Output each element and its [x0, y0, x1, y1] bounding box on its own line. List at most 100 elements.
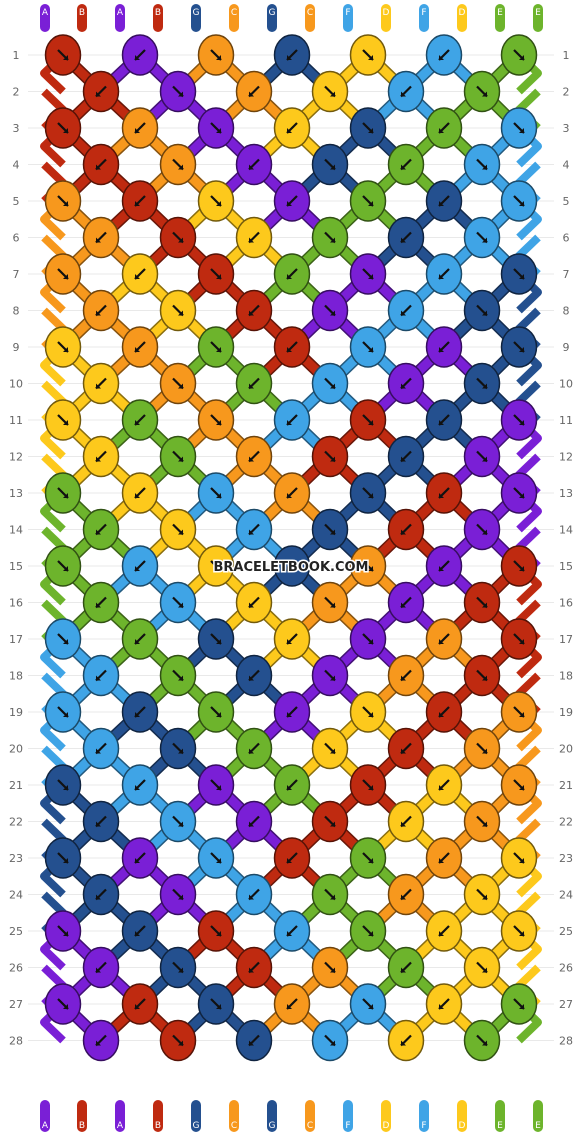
knot: [197, 618, 235, 660]
knot-arrowhead: [287, 274, 292, 279]
knot: [235, 1019, 273, 1062]
knot-arrowhead: [63, 1004, 68, 1009]
knot-arrowhead: [178, 237, 183, 243]
knot: [44, 180, 82, 222]
knot: [500, 34, 538, 76]
knot-arrowhead: [96, 383, 101, 389]
strand-label-top: A: [117, 8, 124, 18]
knot-arrowhead: [519, 420, 524, 425]
knot-arrowhead: [178, 967, 183, 973]
row-number-left: 6: [13, 232, 20, 245]
knot-arrowhead: [96, 967, 101, 973]
knot-arrowhead: [439, 712, 444, 717]
knot: [387, 289, 425, 332]
knot: [159, 800, 197, 843]
knot: [235, 143, 273, 186]
knot: [159, 216, 197, 259]
strand-label-bottom: B: [155, 1121, 161, 1131]
knot: [159, 727, 197, 770]
knot: [311, 581, 349, 624]
knot-arrowhead: [330, 310, 335, 316]
knot: [159, 654, 197, 697]
row-number-left: 26: [9, 962, 23, 975]
knot-arrowhead: [216, 493, 221, 498]
knot: [121, 472, 159, 514]
knot: [273, 34, 311, 76]
strand-bottom: [77, 1100, 87, 1132]
knot-arrowhead: [401, 602, 406, 608]
knot-arrowhead: [63, 493, 68, 498]
strand-label-bottom: G: [193, 1121, 200, 1131]
strand-label-bottom: A: [42, 1121, 49, 1131]
knot-arrowhead: [249, 894, 254, 900]
knot-arrowhead: [439, 420, 444, 425]
row-number-right: 28: [559, 1035, 573, 1048]
knot: [463, 289, 501, 332]
knot: [500, 326, 538, 368]
strand-label-top: G: [269, 8, 276, 18]
knot-arrowhead: [96, 602, 101, 608]
knot-arrowhead: [401, 1040, 406, 1046]
row-number-right: 1: [563, 49, 570, 62]
knot-arrowhead: [482, 310, 487, 316]
knot: [463, 1019, 501, 1062]
knot-arrowhead: [330, 383, 335, 389]
strand-label-top: D: [383, 8, 390, 18]
knot: [197, 472, 235, 514]
knot: [500, 910, 538, 952]
knot: [500, 180, 538, 222]
knot-arrowhead: [519, 274, 524, 279]
knot: [273, 180, 311, 222]
knot-arrowhead: [439, 274, 444, 279]
row-number-right: 13: [559, 487, 573, 500]
knot-arrowhead: [178, 383, 183, 389]
knot: [463, 508, 501, 551]
knot-arrowhead: [135, 1004, 140, 1009]
row-number-left: 4: [13, 159, 20, 172]
knot: [387, 508, 425, 551]
knot: [235, 216, 273, 259]
knot-arrowhead: [482, 529, 487, 535]
row-number-right: 2: [563, 86, 570, 99]
knot-arrowhead: [519, 566, 524, 571]
knot: [197, 253, 235, 295]
knot: [121, 180, 159, 222]
knot: [121, 253, 159, 295]
knot-arrowhead: [401, 310, 406, 316]
knot-arrowhead: [249, 164, 254, 170]
knot-arrowhead: [216, 55, 221, 60]
row-number-right: 12: [559, 451, 573, 464]
knot: [159, 70, 197, 113]
knot-grid: [44, 34, 538, 1062]
knot-arrowhead: [249, 383, 254, 389]
knot-arrowhead: [96, 456, 101, 462]
strand-bottom: [419, 1100, 429, 1132]
watermark: BRACELETBOOK.COM: [214, 560, 369, 575]
knot: [44, 910, 82, 952]
knot: [121, 837, 159, 879]
knot-arrowhead: [249, 821, 254, 827]
row-number-right: 16: [559, 597, 573, 610]
knot-arrowhead: [482, 602, 487, 608]
row-number-right: 19: [559, 706, 573, 719]
row-number-right: 26: [559, 962, 573, 975]
knot: [273, 764, 311, 806]
strand-label-top: F: [421, 8, 426, 18]
knot: [463, 70, 501, 113]
knot-arrowhead: [482, 456, 487, 462]
row-number-right: 21: [559, 779, 573, 792]
row-number-right: 4: [563, 159, 570, 172]
knot: [349, 107, 387, 149]
knot-arrowhead: [482, 748, 487, 754]
knot-arrowhead: [401, 237, 406, 243]
knot-arrowhead: [287, 493, 292, 498]
knot: [425, 764, 463, 806]
knot-arrowhead: [178, 821, 183, 827]
knot-arrowhead: [135, 274, 140, 279]
knot: [500, 253, 538, 295]
strand-label-top: D: [459, 8, 466, 18]
strand-label-top: B: [79, 8, 85, 18]
strand-label-bottom: D: [383, 1121, 390, 1131]
row-number-left: 5: [13, 195, 20, 208]
